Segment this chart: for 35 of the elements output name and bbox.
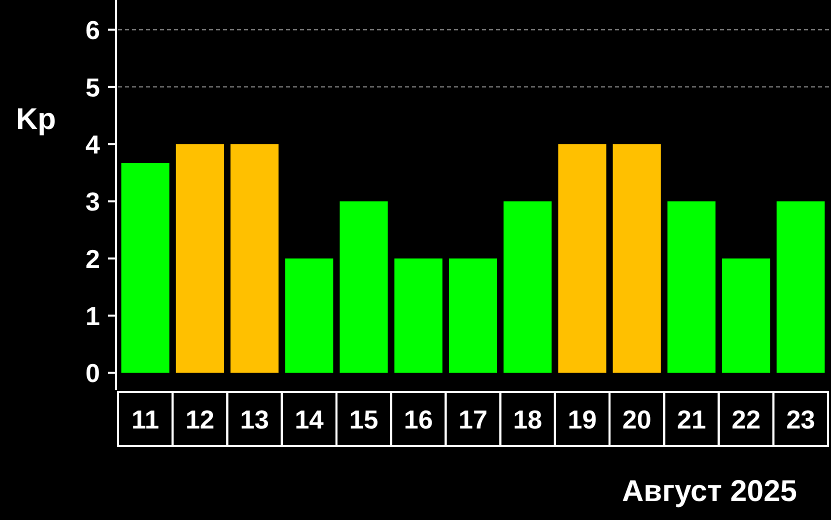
bar	[776, 201, 825, 373]
x-tick-label: 23	[786, 404, 816, 434]
y-tick-label: 3	[86, 186, 100, 217]
x-tick-label: 15	[349, 404, 378, 434]
bar	[285, 258, 334, 373]
x-axis-title: Август 2025	[622, 474, 797, 508]
x-tick-label: 14	[294, 404, 324, 434]
bar	[558, 144, 606, 373]
y-tick-label: 6	[86, 15, 100, 46]
y-tick-label: 1	[86, 301, 100, 332]
x-tick-label: 16	[404, 404, 433, 434]
y-tick-label: 2	[86, 244, 100, 274]
bar	[176, 144, 224, 373]
y-tick-label: 4	[86, 129, 101, 160]
bar	[340, 201, 388, 373]
bar	[667, 201, 716, 373]
x-tick-label: 18	[513, 404, 542, 434]
bar	[121, 162, 170, 373]
x-tick-label: 11	[132, 404, 160, 434]
bar	[230, 144, 279, 373]
bar	[448, 258, 498, 373]
x-tick-label: 21	[677, 404, 706, 434]
y-axis-title: Kp	[16, 102, 56, 136]
bar	[394, 258, 442, 373]
x-tick-label: 22	[732, 404, 761, 434]
x-tick-label: 20	[622, 404, 652, 434]
y-tick-label: 5	[86, 72, 100, 102]
x-tick-label: 12	[185, 404, 214, 434]
bar	[504, 201, 552, 373]
x-tick-label: 19	[568, 404, 597, 434]
y-tick-label: 0	[86, 358, 100, 388]
x-tick-label: 13	[240, 404, 269, 434]
bar	[722, 258, 770, 373]
bar	[612, 144, 661, 373]
x-tick-label: 17	[458, 404, 488, 434]
